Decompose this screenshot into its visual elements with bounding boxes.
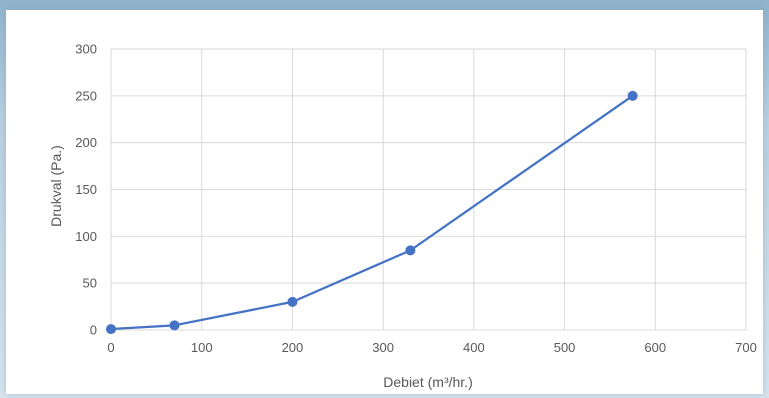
y-tick-label: 300 — [75, 42, 97, 57]
data-point — [287, 297, 297, 307]
x-tick-label: 200 — [282, 340, 304, 355]
series-layer — [106, 91, 638, 334]
x-tick-label: 300 — [372, 340, 394, 355]
y-axis-title: Drukval (Pa.) — [48, 145, 64, 227]
x-axis-title: Debiet (m³/hr.) — [383, 374, 472, 390]
y-tick-labels: 0 50 100 150 200 250 300 — [75, 42, 97, 338]
data-point — [628, 91, 638, 101]
data-point — [405, 245, 415, 255]
x-tick-labels: 0 100 200 300 400 500 600 700 — [107, 340, 756, 355]
y-tick-label: 250 — [75, 88, 97, 103]
x-tick-label: 100 — [191, 340, 213, 355]
data-point — [170, 320, 180, 330]
x-tick-label: 400 — [463, 340, 485, 355]
y-tick-label: 200 — [75, 135, 97, 150]
x-tick-label: 0 — [107, 340, 114, 355]
x-tick-label: 700 — [735, 340, 757, 355]
x-tick-label: 500 — [554, 340, 576, 355]
gridlines — [111, 49, 746, 330]
series-line — [111, 96, 633, 329]
y-tick-label: 100 — [75, 229, 97, 244]
data-point — [106, 324, 116, 334]
y-tick-label: 0 — [90, 323, 97, 338]
x-tick-label: 600 — [644, 340, 666, 355]
y-tick-label: 50 — [83, 276, 97, 291]
y-tick-label: 150 — [75, 182, 97, 197]
